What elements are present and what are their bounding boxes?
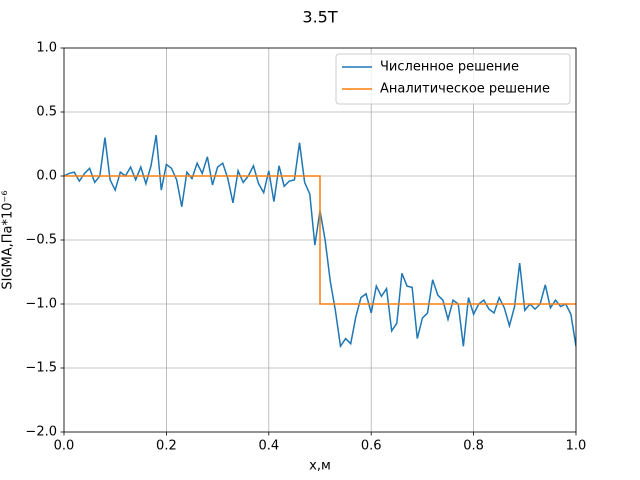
legend-label: Численное решение — [380, 60, 519, 75]
legend-box — [335, 53, 571, 105]
y-tick-label: −2.0 — [25, 425, 57, 440]
x-tick-label: 1.0 — [566, 439, 587, 454]
plot-frame — [63, 47, 577, 433]
x-tick-label: 0.0 — [54, 439, 75, 454]
y-tick-label: 0.0 — [36, 169, 57, 184]
x-tick-label: 0.4 — [258, 439, 279, 454]
y-tick-label: 1.0 — [36, 41, 57, 56]
data-line — [64, 175, 576, 305]
x-tick-label: 0.2 — [156, 439, 177, 454]
x-axis-label: x,м — [309, 459, 331, 474]
y-tick-label: −1.0 — [25, 297, 57, 312]
y-axis-label: SIGMA,Па*10⁻⁶ — [1, 190, 16, 289]
x-tick-label: 0.8 — [463, 439, 484, 454]
y-tick-label: 0.5 — [36, 105, 57, 120]
chart-title: 3.5T — [302, 8, 337, 27]
y-tick-label: −0.5 — [25, 233, 57, 248]
legend-label: Аналитическое решение — [380, 82, 550, 97]
y-tick-label: −1.5 — [25, 361, 57, 376]
x-tick-label: 0.6 — [361, 439, 382, 454]
legend: Численное решение Аналитическое решение — [335, 53, 571, 105]
